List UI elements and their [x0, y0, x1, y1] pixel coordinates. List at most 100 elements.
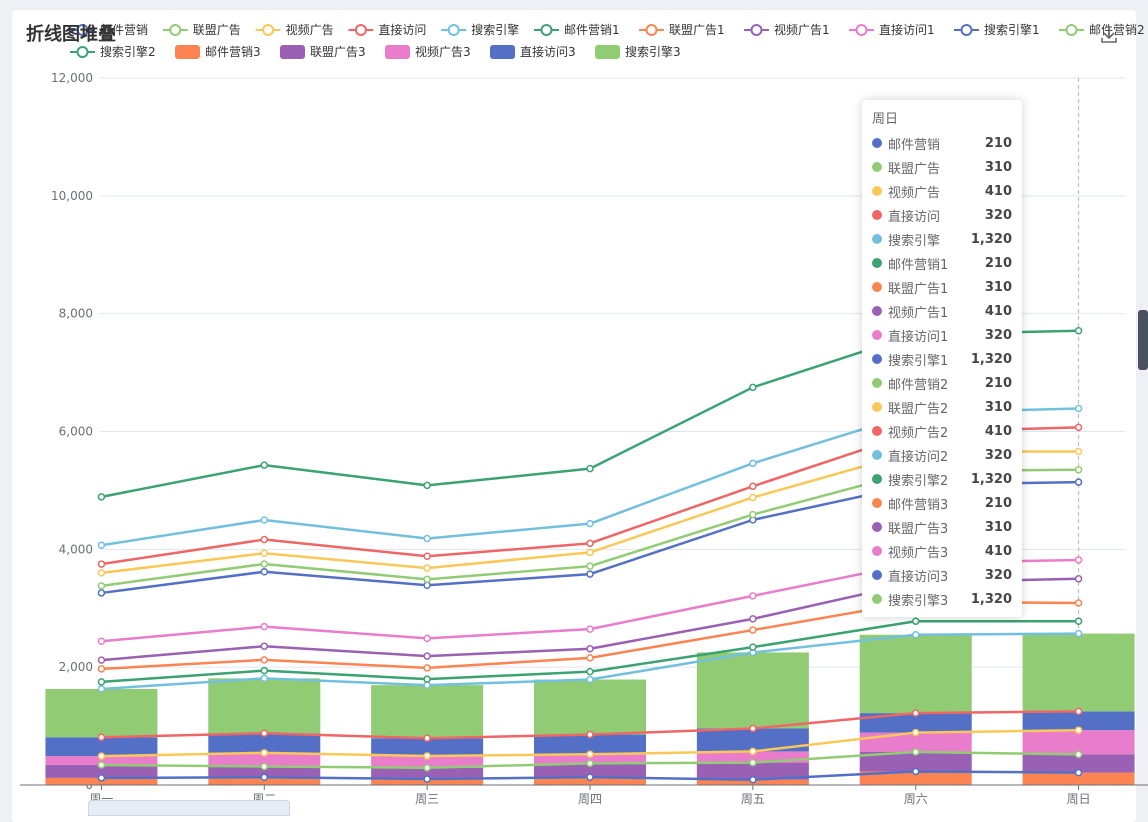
line-point[interactable]: [586, 759, 594, 768]
line-point[interactable]: [911, 728, 920, 737]
line-point[interactable]: [586, 570, 594, 578]
line-point[interactable]: [423, 634, 431, 643]
line-point[interactable]: [1074, 423, 1083, 432]
line-point[interactable]: [586, 730, 594, 739]
line-point[interactable]: [97, 656, 106, 664]
line-point[interactable]: [749, 383, 757, 392]
bottom-tab[interactable]: [88, 800, 290, 816]
bar-segment[interactable]: [534, 777, 646, 785]
line-point[interactable]: [260, 535, 269, 544]
legend-item[interactable]: 直接访问1: [879, 22, 935, 37]
line-point[interactable]: [911, 617, 920, 625]
bar-segment[interactable]: [534, 763, 646, 778]
line-point[interactable]: [423, 734, 431, 742]
line-point[interactable]: [749, 747, 757, 756]
line-point[interactable]: [586, 645, 594, 653]
bar-segment[interactable]: [45, 756, 158, 765]
line-point[interactable]: [1074, 447, 1083, 456]
line-point[interactable]: [97, 493, 106, 501]
line-point[interactable]: [423, 652, 431, 660]
line-point[interactable]: [586, 750, 594, 758]
bar-segment[interactable]: [859, 634, 972, 714]
bar-segment[interactable]: [1022, 772, 1135, 785]
bar-segment[interactable]: [208, 777, 321, 785]
bar-segment[interactable]: [859, 732, 972, 753]
line-point[interactable]: [260, 549, 269, 557]
line-point[interactable]: [749, 592, 757, 600]
line-point[interactable]: [423, 764, 431, 772]
line-point[interactable]: [1074, 726, 1083, 734]
line-point[interactable]: [423, 775, 431, 783]
legend-item[interactable]: 搜索引擎2: [100, 44, 156, 59]
line-point[interactable]: [260, 656, 269, 664]
bar-segment[interactable]: [534, 734, 646, 755]
line-point[interactable]: [97, 582, 106, 590]
line-point[interactable]: [1074, 404, 1083, 413]
bar-segment[interactable]: [534, 679, 646, 735]
legend-item[interactable]: 搜索引擎: [471, 22, 519, 37]
legend-item[interactable]: 搜索引擎3: [625, 44, 681, 59]
line-point[interactable]: [423, 564, 431, 572]
legend-item[interactable]: 直接访问3: [520, 44, 576, 59]
legend-item[interactable]: 搜索引擎1: [984, 22, 1040, 37]
line-point[interactable]: [749, 459, 757, 468]
line-point[interactable]: [586, 667, 594, 676]
legend-item[interactable]: 直接访问: [378, 22, 426, 37]
line-point[interactable]: [586, 548, 594, 557]
line-point[interactable]: [260, 674, 269, 683]
line-point[interactable]: [1074, 707, 1083, 716]
legend-item[interactable]: 邮件营销3: [205, 45, 261, 59]
line-point[interactable]: [260, 560, 269, 568]
line-point[interactable]: [423, 552, 431, 560]
line-point[interactable]: [749, 758, 757, 767]
line-point[interactable]: [749, 724, 757, 733]
line-point[interactable]: [586, 464, 594, 473]
line-point[interactable]: [423, 675, 431, 683]
line-point[interactable]: [749, 615, 757, 623]
line-point[interactable]: [1074, 750, 1083, 759]
line-point[interactable]: [586, 562, 594, 570]
line-point[interactable]: [749, 643, 757, 651]
bar-segment[interactable]: [859, 752, 972, 772]
line-point[interactable]: [749, 482, 757, 491]
line-point[interactable]: [97, 733, 106, 742]
legend-item[interactable]: 联盟广告: [193, 23, 241, 37]
bar-segment[interactable]: [859, 713, 972, 733]
line-point[interactable]: [260, 622, 269, 631]
line-point[interactable]: [97, 685, 106, 693]
line-point[interactable]: [586, 539, 594, 548]
bar-segment[interactable]: [1022, 754, 1135, 773]
bar-segment[interactable]: [208, 766, 321, 778]
line-point[interactable]: [1074, 556, 1083, 564]
bar-segment[interactable]: [371, 685, 484, 739]
line-point[interactable]: [260, 567, 269, 576]
line-point[interactable]: [423, 752, 431, 760]
line-point[interactable]: [97, 560, 106, 568]
line-point[interactable]: [423, 664, 431, 672]
bar-segment[interactable]: [696, 751, 809, 763]
legend-item[interactable]: 视频广告1: [774, 22, 830, 37]
line-point[interactable]: [1074, 768, 1083, 777]
bar-segment[interactable]: [859, 771, 972, 785]
line-point[interactable]: [911, 709, 920, 717]
line-point[interactable]: [1074, 575, 1083, 583]
line-point[interactable]: [260, 666, 269, 675]
line-point[interactable]: [97, 774, 106, 782]
line-point[interactable]: [260, 461, 269, 469]
line-point[interactable]: [97, 569, 106, 577]
bar-segment[interactable]: [208, 752, 321, 767]
line-point[interactable]: [911, 748, 920, 756]
bar-segment[interactable]: [45, 737, 158, 757]
bar-segment[interactable]: [208, 733, 321, 753]
line-point[interactable]: [97, 678, 106, 686]
bar-segment[interactable]: [1022, 730, 1135, 755]
bar-segment[interactable]: [45, 764, 158, 778]
line-point[interactable]: [97, 589, 106, 597]
line-point[interactable]: [423, 481, 431, 490]
line-point[interactable]: [1074, 617, 1083, 625]
line-point[interactable]: [260, 749, 269, 757]
line-point[interactable]: [423, 575, 431, 584]
bar-segment[interactable]: [371, 738, 484, 756]
line-point[interactable]: [586, 625, 594, 633]
legend-item[interactable]: 邮件营销1: [564, 23, 620, 37]
